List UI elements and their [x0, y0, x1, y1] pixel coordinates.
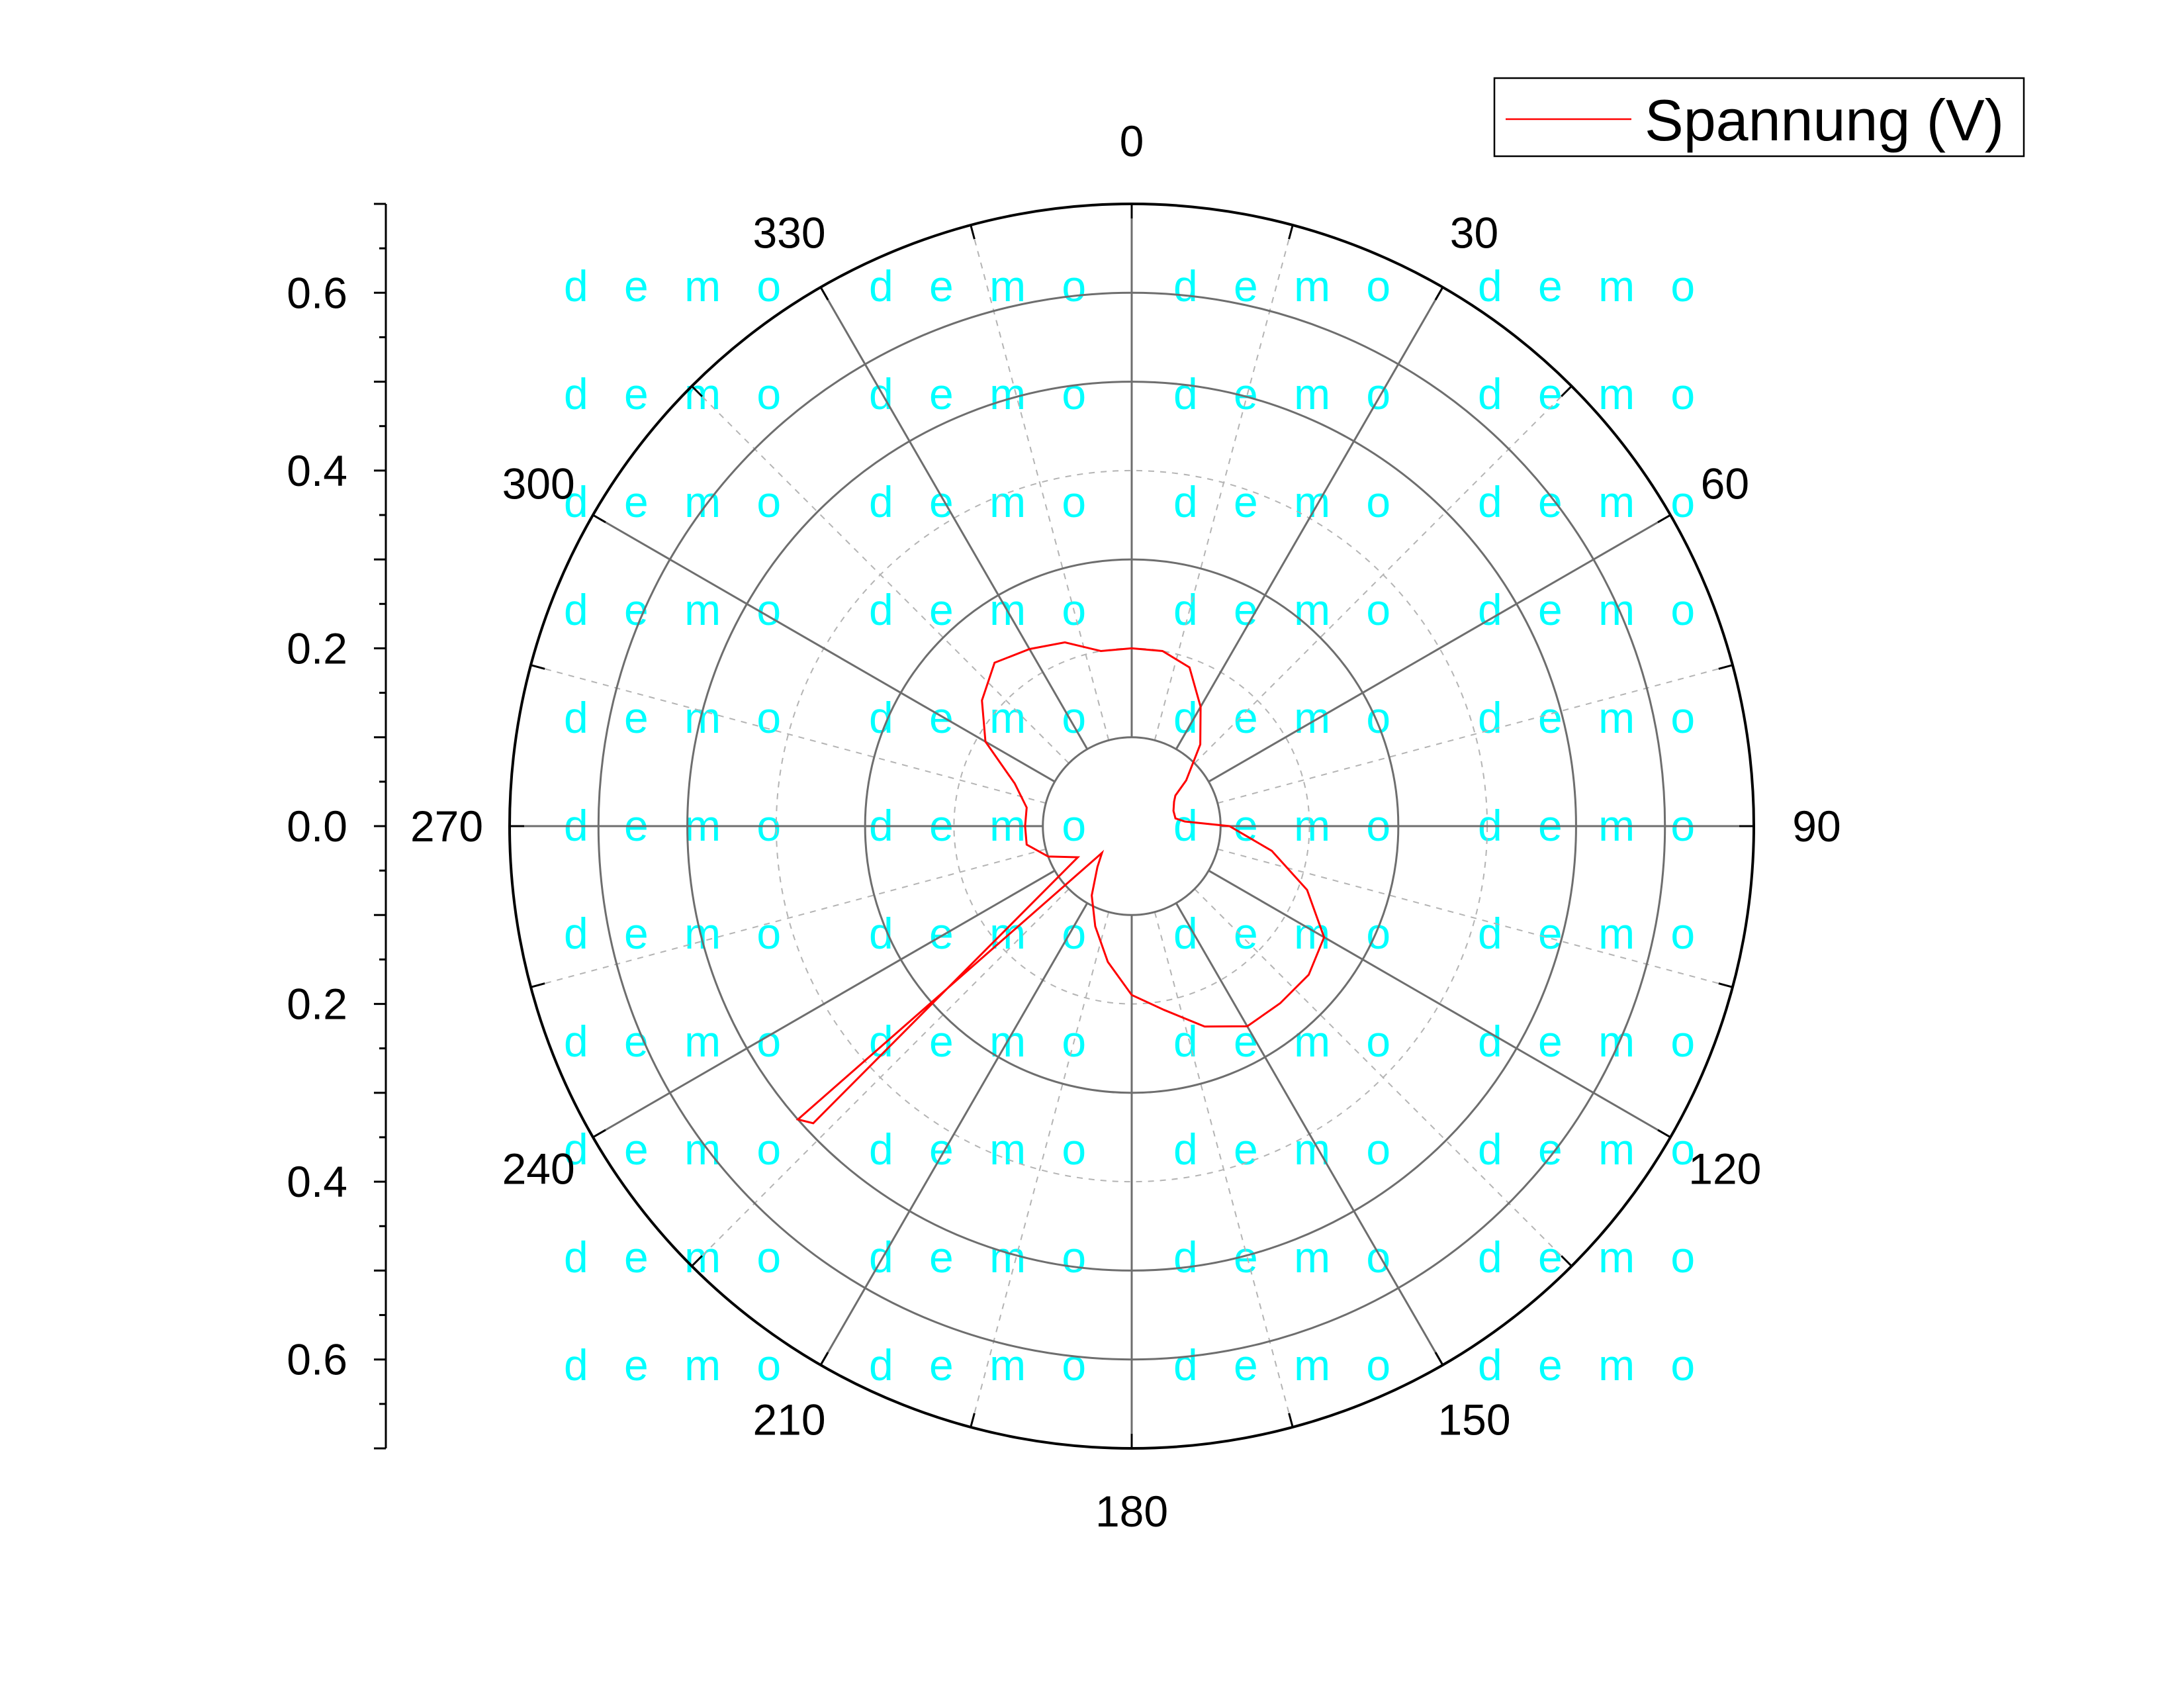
watermark-text: d e m o [869, 585, 1098, 634]
watermark-text: d e m o [1478, 261, 1707, 310]
radial-tick-label: 0.4 [287, 446, 347, 495]
radial-tick-label: 0.2 [287, 624, 347, 673]
watermark-text: d e m o [869, 261, 1098, 310]
watermark-text: d e m o [564, 1125, 793, 1174]
watermark-text: d e m o [869, 477, 1098, 526]
angle-tick-mark [970, 224, 976, 240]
watermark-text: d e m o [1173, 1233, 1402, 1282]
watermark-text: d e m o [1478, 1340, 1707, 1389]
watermark-text: d e m o [564, 1017, 793, 1066]
major-grid-spoke [592, 869, 1056, 1139]
watermark-text: d e m o [869, 369, 1098, 418]
angle-tick-label: 150 [1437, 1395, 1510, 1444]
angle-tick-label: 180 [1095, 1487, 1168, 1536]
angle-tick-label: 210 [752, 1395, 825, 1444]
major-grid-spoke [819, 287, 1089, 750]
series-line-spannung [796, 641, 1326, 1125]
watermark-text: d e m o [1478, 369, 1707, 418]
watermark-text: d e m o [869, 1340, 1098, 1389]
legend-frame [1493, 77, 2025, 158]
watermark-text: d e m o [1478, 1125, 1707, 1174]
watermark-text: d e m o [1173, 909, 1402, 958]
watermark-text: d e m o [564, 693, 793, 742]
angle-tick-label: 120 [1688, 1145, 1761, 1194]
watermark-text: d e m o [1173, 261, 1402, 310]
radial-tick-label: 0.0 [287, 802, 347, 851]
major-grid-spoke [1208, 869, 1671, 1139]
radial-tick-label: 0.2 [287, 980, 347, 1029]
watermark-text: d e m o [1478, 693, 1707, 742]
radial-tick-label: 0.4 [287, 1157, 347, 1206]
angle-tick-mark [819, 1352, 829, 1366]
watermark-text: d e m o [1173, 693, 1402, 742]
watermark-text: d e m o [1478, 477, 1707, 526]
legend-label-spannung: Spannung (V) [1645, 87, 2004, 153]
watermark-text: d e m o [564, 261, 793, 310]
angle-tick-label: 30 [1450, 209, 1498, 258]
watermark-text: d e m o [1173, 1017, 1402, 1066]
angle-tick-label: 300 [502, 459, 575, 508]
watermark-text: d e m o [869, 909, 1098, 958]
angle-tick-mark [530, 982, 545, 988]
major-grid-spoke [1175, 287, 1444, 750]
angle-tick-mark [592, 1129, 606, 1139]
major-grid-spoke [592, 514, 1056, 783]
watermark-text: d e m o [564, 909, 793, 958]
angle-tick-mark [530, 664, 545, 670]
angle-tick-label: 270 [410, 802, 483, 851]
watermark-text: d e m o [564, 585, 793, 634]
watermark-text: d e m o [1173, 585, 1402, 634]
watermark-text: d e m o [1173, 1340, 1402, 1389]
major-grid-spoke [1175, 902, 1444, 1366]
angle-tick-mark [1657, 514, 1671, 524]
angle-tick-mark [1561, 1255, 1572, 1267]
legend[interactable]: Spannung (V) [1493, 77, 2025, 158]
angle-tick-mark [592, 514, 606, 524]
radial-axis: 0.6 0.4 0.2 0.0 0.2 0.4 0.6 [287, 203, 387, 1450]
watermark-layer: d e m o d e m o d e m o d e m o d e m o d e m… [564, 261, 1707, 1389]
angle-tick-mark [1288, 224, 1294, 240]
radial-tick-label: 0.6 [287, 268, 347, 317]
angle-tick-label: 60 [1701, 459, 1749, 508]
watermark-text: d e m o [1478, 1017, 1707, 1066]
watermark-text: d e m o [869, 1233, 1098, 1282]
watermark-text: d e m o [869, 1017, 1098, 1066]
watermark-text: d e m o [1173, 369, 1402, 418]
angle-tick-label: 90 [1792, 802, 1841, 851]
watermark-text: d e m o [564, 1340, 793, 1389]
angle-tick-mark [1718, 982, 1733, 988]
angle-tick-mark [970, 1413, 976, 1428]
angle-tick-label: 240 [502, 1145, 575, 1194]
watermark-text: d e m o [1173, 1125, 1402, 1174]
angle-tick-labels: 0 30 60 90 120 150 180 210 240 270 300 330 [410, 117, 1841, 1536]
watermark-text: d e m o [1478, 909, 1707, 958]
angle-tick-mark [691, 385, 703, 397]
watermark-text: d e m o [1478, 585, 1707, 634]
watermark-text: d e m o [1173, 477, 1402, 526]
angle-tick-label: 0 [1120, 117, 1144, 165]
watermark-text: d e m o [564, 1233, 793, 1282]
angle-tick-mark [1561, 385, 1572, 397]
angle-tick-label: 330 [752, 209, 825, 258]
watermark-text: d e m o [869, 693, 1098, 742]
angle-tick-mark [1288, 1413, 1294, 1428]
angle-tick-mark [1718, 664, 1733, 670]
watermark-text: d e m o [564, 369, 793, 418]
angle-tick-mark [819, 287, 829, 301]
angle-tick-mark [1657, 1129, 1671, 1139]
watermark-text: d e m o [1478, 1233, 1707, 1282]
polar-grid [508, 203, 1755, 1450]
watermark-text: d e m o [869, 1125, 1098, 1174]
radial-tick-label: 0.6 [287, 1335, 347, 1384]
major-grid-spoke [819, 902, 1089, 1366]
angle-tick-mark [1434, 1352, 1444, 1366]
angle-tick-mark [1434, 287, 1444, 301]
angle-tick-mark [691, 1255, 703, 1267]
series-layer [796, 641, 1326, 1125]
major-grid-spoke [1208, 514, 1671, 783]
